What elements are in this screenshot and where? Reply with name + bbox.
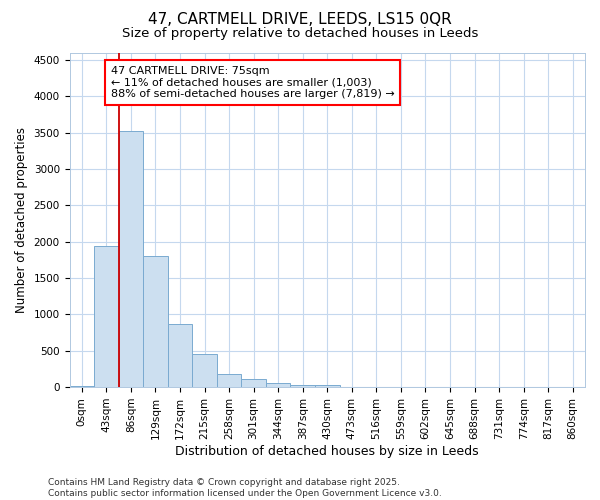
Bar xyxy=(290,384,315,387)
Bar xyxy=(70,386,94,387)
Text: Size of property relative to detached houses in Leeds: Size of property relative to detached ho… xyxy=(122,28,478,40)
Bar xyxy=(143,256,168,387)
Text: 47 CARTMELL DRIVE: 75sqm
← 11% of detached houses are smaller (1,003)
88% of sem: 47 CARTMELL DRIVE: 75sqm ← 11% of detach… xyxy=(111,66,395,99)
Bar xyxy=(315,386,340,387)
Bar xyxy=(119,131,143,387)
Bar xyxy=(192,354,217,387)
Text: 47, CARTMELL DRIVE, LEEDS, LS15 0QR: 47, CARTMELL DRIVE, LEEDS, LS15 0QR xyxy=(148,12,452,28)
Bar xyxy=(168,324,192,387)
X-axis label: Distribution of detached houses by size in Leeds: Distribution of detached houses by size … xyxy=(175,444,479,458)
Y-axis label: Number of detached properties: Number of detached properties xyxy=(15,127,28,313)
Bar xyxy=(217,374,241,387)
Bar xyxy=(241,380,266,387)
Bar xyxy=(266,382,290,387)
Text: Contains HM Land Registry data © Crown copyright and database right 2025.
Contai: Contains HM Land Registry data © Crown c… xyxy=(48,478,442,498)
Bar xyxy=(94,246,119,387)
